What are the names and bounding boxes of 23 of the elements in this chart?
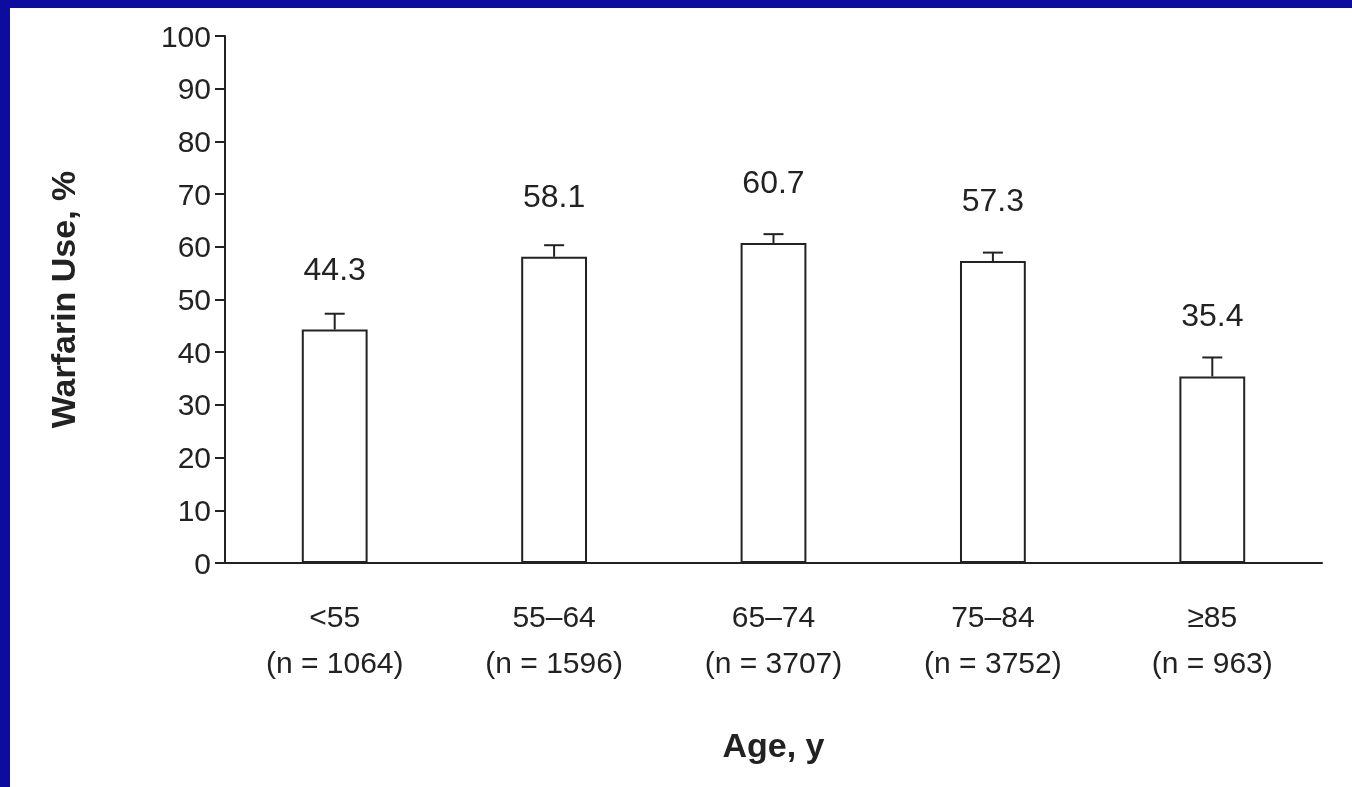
- data-label: 44.3: [303, 250, 366, 287]
- x-tick-label: <55 (n = 1064): [265, 599, 404, 679]
- y-tick-label: 50: [177, 283, 211, 316]
- y-tick-label: 100: [160, 19, 211, 53]
- x-axis-title: Age, y: [722, 726, 825, 764]
- y-tick-label: 90: [177, 72, 211, 106]
- y-tick-label: 60: [177, 230, 211, 264]
- x-tick-label: 65–74 (n = 3707): [704, 599, 843, 679]
- y-tick-label: 10: [177, 493, 211, 527]
- y-tick-label: 30: [177, 388, 211, 422]
- data-label: 58.1: [522, 177, 586, 214]
- y-tick-label: 70: [177, 177, 211, 211]
- data-label: 57.3: [961, 182, 1025, 219]
- x-tick-label: 75–84 (n = 3752): [924, 599, 1062, 679]
- y-tick-label: 20: [177, 441, 211, 475]
- y-tick-label: 80: [177, 124, 211, 158]
- data-label: 35.4: [1181, 297, 1244, 334]
- x-tick-label: 55–64 (n = 1596): [485, 599, 623, 679]
- y-tick-label: 0: [194, 546, 211, 580]
- y-axis-title: Warfarin Use, %: [44, 170, 82, 429]
- data-label: 60.7: [742, 164, 805, 201]
- x-tick-label: ≥85 (n = 963): [1151, 599, 1273, 679]
- y-tick-label: 40: [177, 335, 211, 369]
